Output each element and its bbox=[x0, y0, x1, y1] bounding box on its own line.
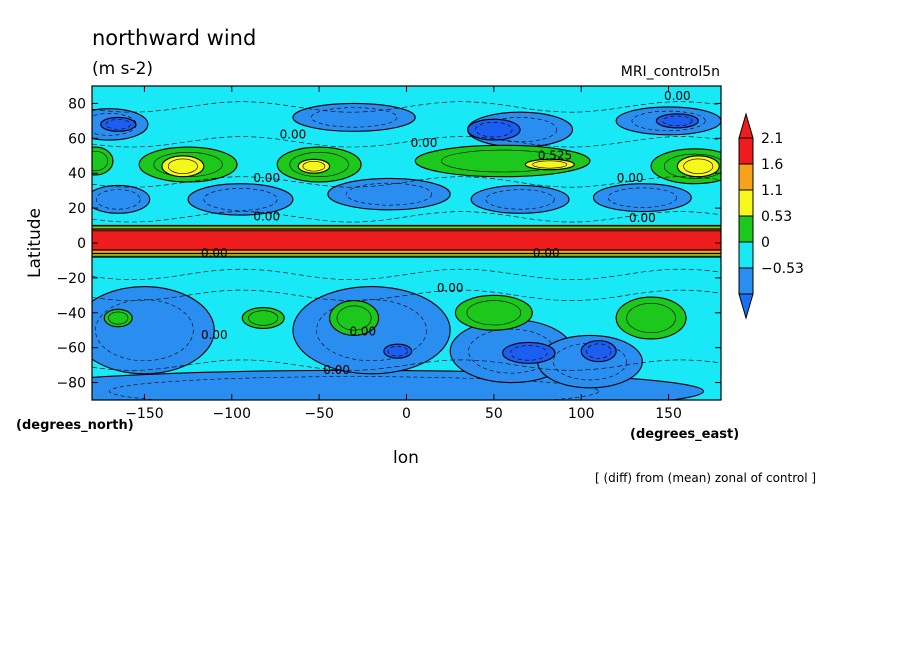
contour-label: 0.00 bbox=[253, 209, 280, 223]
chart-units: (m s-2) bbox=[92, 59, 153, 79]
contour-line bbox=[92, 101, 721, 113]
contour-region-negative bbox=[92, 184, 151, 214]
equatorial-core bbox=[92, 230, 721, 250]
contour-line bbox=[95, 299, 194, 362]
colorbar-label: 1.1 bbox=[761, 183, 783, 199]
contour-line bbox=[510, 345, 548, 361]
contour-plot: 0.00 0.00 0.525 0.00 0.00 0.00 0.00 0.00 0.00 0.0… bbox=[92, 86, 721, 400]
contour-line bbox=[109, 376, 599, 400]
y-tick-label: 80 bbox=[68, 96, 86, 112]
contour-line bbox=[345, 182, 433, 206]
colorbar: 2.1 1.6 1.1 0.53 0 −0.53 bbox=[738, 112, 804, 320]
contour-label: 0.00 bbox=[437, 281, 464, 295]
contour-label: 0.00 bbox=[323, 363, 350, 377]
y-tick-label: −80 bbox=[56, 376, 86, 392]
contour-label: 0.00 bbox=[349, 324, 376, 338]
contour-line bbox=[663, 153, 721, 179]
y-tick-label: −40 bbox=[56, 306, 86, 322]
contour-line bbox=[336, 305, 372, 331]
x-tick-label: −150 bbox=[125, 406, 163, 422]
chart-title: northward wind bbox=[92, 26, 256, 50]
contour-line bbox=[167, 158, 198, 174]
contour-label: 0.525 bbox=[538, 148, 572, 162]
y-axis-units: (degrees_north) bbox=[16, 418, 134, 433]
colorbar-label: 1.6 bbox=[761, 157, 783, 173]
x-tick-label: 50 bbox=[485, 406, 503, 422]
x-tick-label: 150 bbox=[655, 406, 682, 422]
x-tick-label: −50 bbox=[304, 406, 334, 422]
contour-label: 0.00 bbox=[201, 246, 228, 260]
contour-line bbox=[92, 268, 721, 280]
contour-line bbox=[92, 359, 721, 371]
contour-region-strong_negative bbox=[502, 341, 556, 364]
contour-line bbox=[92, 150, 109, 172]
contour-line bbox=[302, 161, 326, 172]
y-axis: 80 60 40 20 0 −20 −40 −60 −80 bbox=[56, 96, 721, 392]
contour-line bbox=[626, 303, 676, 333]
x-tick-label: −100 bbox=[213, 406, 251, 422]
colorbar-swatch bbox=[738, 163, 754, 191]
colorbar-swatch bbox=[738, 267, 754, 295]
colorbar-over-arrow bbox=[738, 112, 754, 139]
contour-line bbox=[289, 151, 349, 178]
colorbar-swatch bbox=[738, 241, 754, 269]
colorbar-label: 0 bbox=[761, 235, 770, 251]
y-tick-label: 60 bbox=[68, 131, 86, 147]
contour-label: 0.00 bbox=[664, 89, 691, 103]
colorbar-swatch bbox=[738, 215, 754, 243]
y-axis-title: Latitude bbox=[25, 208, 45, 278]
contour-line bbox=[485, 189, 555, 210]
contour-line bbox=[248, 310, 279, 326]
contour-label: 0.00 bbox=[253, 171, 280, 185]
contour-line bbox=[683, 158, 714, 174]
contour-label: 0.00 bbox=[280, 127, 307, 141]
contour-region-negative bbox=[92, 286, 215, 375]
contour-line bbox=[483, 117, 558, 143]
colorbar-swatch bbox=[738, 189, 754, 217]
colorbar-label: −0.53 bbox=[761, 261, 804, 277]
contour-line bbox=[662, 115, 693, 127]
x-axis: −150 −100 −50 0 50 100 150 bbox=[125, 86, 682, 422]
contour-line bbox=[203, 188, 278, 211]
colorbar-under-arrow bbox=[738, 293, 754, 320]
y-tick-label: −20 bbox=[56, 271, 86, 287]
x-axis-units: (degrees_east) bbox=[630, 427, 739, 442]
x-tick-label: 100 bbox=[568, 406, 595, 422]
contour-line bbox=[92, 113, 137, 136]
x-axis-title: lon bbox=[393, 448, 419, 468]
contour-region-positive bbox=[92, 146, 114, 176]
contour-label: 0.00 bbox=[629, 211, 656, 225]
contour-line bbox=[108, 311, 129, 325]
contour-label: 0.00 bbox=[533, 246, 560, 260]
contour-line bbox=[95, 189, 141, 210]
contour-line bbox=[92, 136, 721, 148]
y-tick-label: 20 bbox=[68, 201, 86, 217]
contour-line bbox=[92, 176, 721, 188]
contour-line bbox=[466, 300, 522, 326]
contour-line bbox=[607, 187, 677, 208]
contour-label: 0.00 bbox=[617, 171, 644, 185]
contour-line bbox=[475, 121, 513, 138]
contour-line bbox=[631, 110, 706, 131]
colorbar-swatch bbox=[738, 137, 754, 165]
contour-line bbox=[586, 343, 612, 359]
contour-line bbox=[92, 211, 721, 223]
contour-label: 0.00 bbox=[201, 328, 228, 342]
colorbar-label: 2.1 bbox=[761, 131, 783, 147]
y-tick-label: 40 bbox=[68, 166, 86, 182]
contour-line bbox=[105, 119, 131, 130]
x-tick-label: 0 bbox=[402, 406, 411, 422]
dataset-label: MRI_control5n bbox=[621, 64, 720, 80]
y-tick-label: −60 bbox=[56, 341, 86, 357]
contour-line bbox=[92, 289, 721, 301]
contour-line bbox=[532, 160, 568, 169]
y-tick-label: 0 bbox=[77, 236, 86, 252]
figure-note: [ (diff) from (mean) zonal of control ] bbox=[595, 471, 816, 485]
contour-line bbox=[387, 345, 408, 357]
contour-line bbox=[552, 343, 627, 381]
colorbar-label: 0.53 bbox=[761, 209, 792, 225]
contour-label: 0.00 bbox=[411, 136, 438, 150]
contour-line bbox=[310, 107, 398, 128]
